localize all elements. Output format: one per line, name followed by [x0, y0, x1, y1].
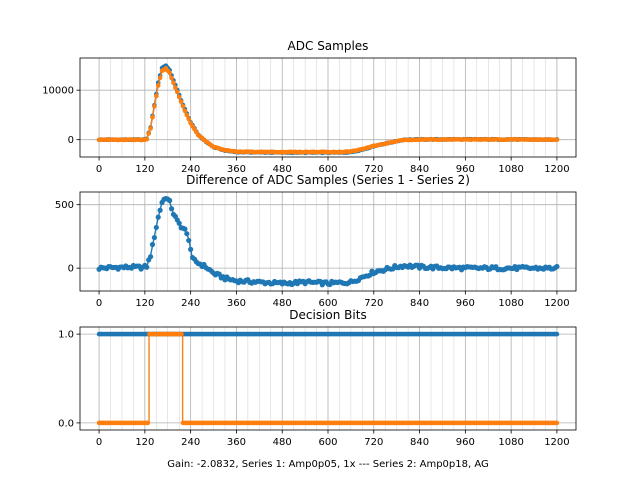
x-tick-label: 240	[181, 298, 200, 309]
chart-title: Decision Bits	[289, 308, 366, 322]
data-point	[179, 331, 184, 337]
data-point	[148, 126, 153, 131]
data-point	[157, 75, 163, 81]
data-point	[184, 112, 190, 118]
x-tick-label: 960	[456, 164, 475, 175]
data-point	[167, 197, 173, 204]
x-tick-label: 0	[96, 164, 102, 175]
y-tick-label: 10000	[42, 86, 74, 97]
x-tick-label: 600	[318, 164, 337, 175]
x-tick-label: 840	[410, 164, 429, 175]
data-point	[554, 137, 560, 143]
x-tick-label: 600	[318, 298, 337, 309]
data-point	[169, 75, 174, 81]
data-point	[145, 420, 151, 426]
series-2	[96, 331, 560, 426]
x-tick-label: 0	[96, 298, 102, 309]
axes-frame	[79, 191, 577, 292]
data-point	[154, 93, 159, 99]
x-tick-label: 840	[410, 437, 429, 448]
data-point	[184, 231, 190, 237]
x-tick-label: 480	[273, 298, 292, 309]
data-point	[151, 234, 157, 241]
x-tick-label: 1080	[498, 298, 523, 309]
data-point	[174, 89, 180, 95]
x-tick-label: 120	[135, 164, 154, 175]
data-point	[176, 94, 182, 100]
data-point	[152, 104, 157, 109]
y-tick-label: 0.0	[58, 418, 74, 429]
data-point	[173, 85, 178, 90]
data-point	[147, 254, 154, 260]
x-tick-label: 240	[181, 437, 200, 448]
x-tick-label: 1200	[544, 298, 569, 309]
x-tick-label: 0	[96, 437, 102, 448]
x-tick-label: 120	[135, 437, 154, 448]
axes-frame	[79, 326, 577, 431]
data-point	[144, 136, 150, 142]
data-point	[168, 206, 175, 212]
adc-samples-panel: 0 120 240 360 480 600 720 840 960 1080 1200 0 10000 A…	[42, 39, 577, 175]
data-point	[186, 116, 192, 122]
data-point	[155, 214, 161, 220]
series-2	[96, 66, 560, 155]
data-point	[167, 70, 172, 76]
data-point	[186, 237, 192, 244]
x-tick-label: 360	[227, 298, 246, 309]
data-point	[146, 131, 151, 136]
x-tick-label: 720	[364, 437, 383, 448]
chart-title: Difference of ADC Samples (Series 1 - Se…	[186, 173, 470, 187]
x-tick-label: 960	[456, 437, 475, 448]
data-point	[150, 114, 155, 120]
x-tick-label: 1080	[498, 437, 523, 448]
data-point	[180, 103, 186, 109]
x-tick-label: 1200	[544, 164, 569, 175]
x-tick-label: 840	[410, 298, 429, 309]
x-tick-label: 1080	[498, 164, 523, 175]
data-point	[178, 99, 184, 104]
decision-bits-panel: 0 120 240 360 480 600 720 840 960 1080 1200 0.0 1.0 D…	[58, 308, 577, 448]
x-tick-label: 360	[227, 164, 246, 175]
data-point	[554, 420, 560, 426]
data-point	[182, 108, 188, 114]
x-tick-label: 720	[364, 298, 383, 309]
figure-xlabel: Gain: -2.0832, Series 1: Amp0p05, 1x ---…	[167, 459, 489, 470]
x-tick-label: 240	[181, 164, 200, 175]
difference-panel: 0 120 240 360 480 600 720 840 960 1080 1200 0 500 Dif…	[55, 173, 577, 309]
x-tick-label: 960	[456, 298, 475, 309]
x-tick-label: 360	[227, 437, 246, 448]
data-point	[554, 331, 560, 337]
data-point	[182, 226, 188, 232]
y-tick-label: 0	[68, 264, 74, 275]
data-point	[153, 224, 159, 231]
axes-frame	[79, 57, 577, 158]
data-point	[176, 220, 182, 226]
data-point	[554, 263, 560, 270]
data-point	[157, 207, 163, 213]
data-point	[144, 264, 150, 270]
series-1	[96, 195, 560, 288]
x-tick-label: 120	[135, 298, 154, 309]
data-point	[155, 83, 161, 88]
data-point	[188, 246, 194, 252]
x-tick-label: 480	[273, 164, 292, 175]
y-tick-label: 1.0	[58, 330, 74, 341]
data-point	[149, 241, 156, 248]
x-tick-label: 720	[364, 164, 383, 175]
x-tick-label: 480	[273, 437, 292, 448]
data-point	[171, 80, 176, 86]
y-tick-label: 500	[55, 200, 74, 211]
chart-title: ADC Samples	[288, 39, 369, 53]
x-tick-label: 1200	[544, 437, 569, 448]
x-tick-label: 600	[318, 437, 337, 448]
y-tick-label: 0	[68, 135, 74, 146]
